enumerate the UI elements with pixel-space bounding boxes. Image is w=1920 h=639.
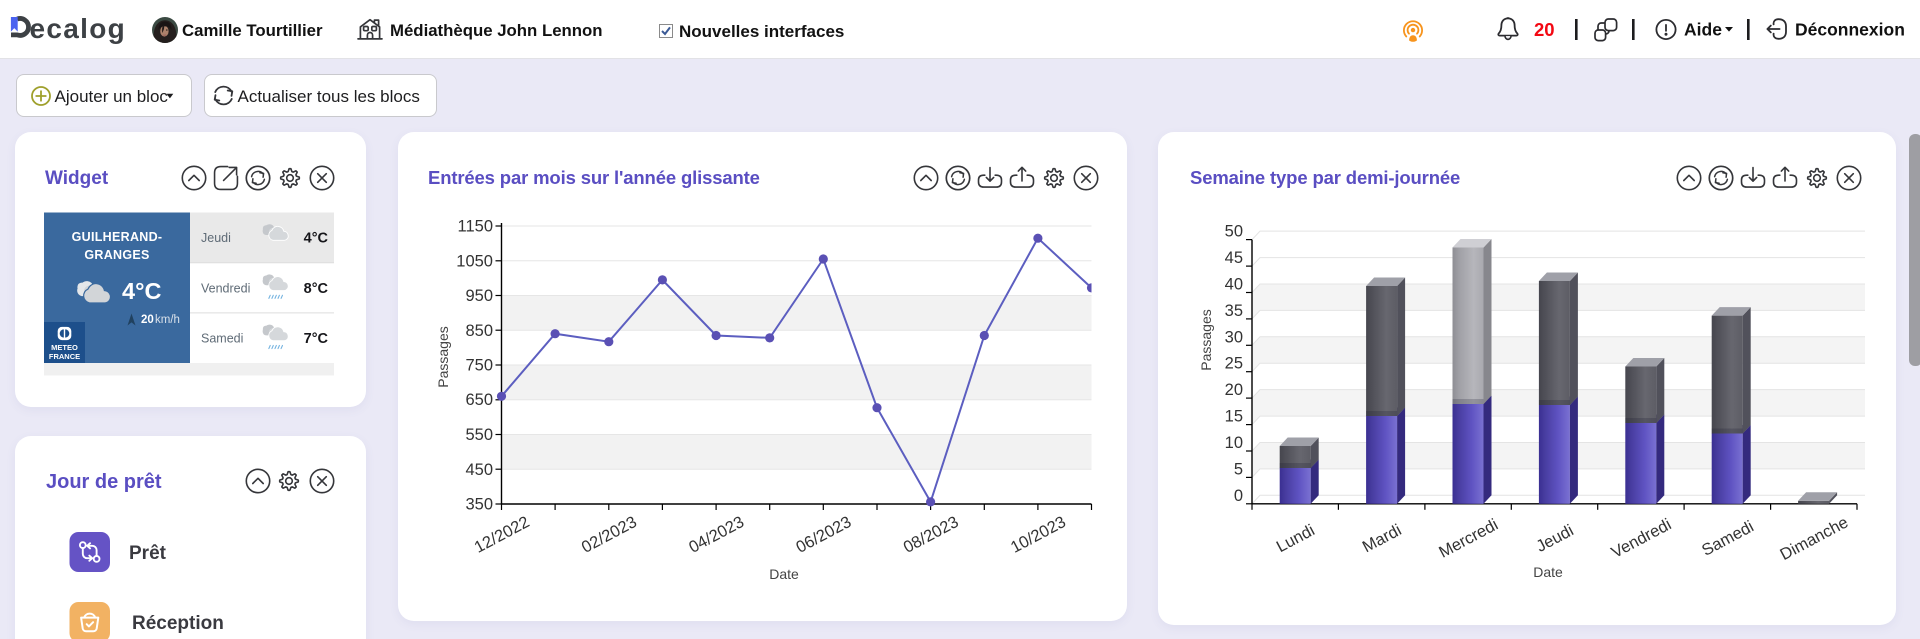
svg-text:950: 950 (465, 287, 493, 305)
svg-text:0: 0 (1234, 487, 1243, 505)
svg-text:Passages: Passages (1198, 309, 1214, 370)
svg-text:Date: Date (1533, 564, 1563, 580)
svg-text:METEO: METEO (51, 343, 78, 352)
svg-text:Actualiser tous les blocs: Actualiser tous les blocs (238, 87, 420, 106)
svg-text:20: 20 (1225, 381, 1243, 399)
svg-text:06/2023: 06/2023 (793, 513, 854, 557)
svg-text:25: 25 (1225, 355, 1243, 373)
svg-text:Mardi: Mardi (1360, 521, 1405, 556)
svg-text:Mercredi: Mercredi (1436, 516, 1501, 562)
svg-text:Ajouter un bloc: Ajouter un bloc (55, 87, 169, 106)
svg-text:Semaine type par demi-journée: Semaine type par demi-journée (1190, 167, 1460, 188)
svg-text:Dimanche: Dimanche (1777, 513, 1851, 564)
svg-text:Déconnexion: Déconnexion (1795, 20, 1905, 40)
svg-text:02/2023: 02/2023 (579, 513, 640, 557)
svg-text:8°C: 8°C (304, 281, 329, 297)
svg-text:ecalog: ecalog (30, 13, 127, 44)
svg-text:GRANGES: GRANGES (84, 248, 149, 262)
svg-text:50: 50 (1225, 223, 1243, 241)
svg-text:GUILHERAND-: GUILHERAND- (72, 230, 163, 244)
svg-text:Lundi: Lundi (1274, 521, 1318, 556)
svg-text:1150: 1150 (458, 218, 493, 236)
svg-text:Passages: Passages (435, 326, 451, 387)
svg-text:08/2023: 08/2023 (901, 513, 962, 557)
svg-text:Jeudi: Jeudi (1533, 521, 1576, 555)
svg-text:Vendredi: Vendredi (1608, 515, 1674, 561)
svg-text:20: 20 (1534, 19, 1555, 40)
svg-text:4°C: 4°C (122, 278, 161, 304)
svg-text:10/2023: 10/2023 (1008, 513, 1069, 557)
svg-text:1050: 1050 (456, 252, 493, 270)
svg-text:10: 10 (1225, 434, 1243, 452)
svg-text:850: 850 (465, 322, 493, 340)
svg-text:20: 20 (141, 314, 154, 326)
svg-text:Aide: Aide (1684, 20, 1722, 40)
svg-text:Jour de prêt: Jour de prêt (46, 471, 162, 493)
svg-text:350: 350 (465, 496, 493, 514)
svg-text:7°C: 7°C (304, 331, 329, 347)
svg-text:12/2022: 12/2022 (471, 513, 532, 557)
svg-text:35: 35 (1225, 302, 1243, 320)
svg-text:Entrées par mois sur l'année g: Entrées par mois sur l'année glissante (428, 167, 760, 188)
svg-text:5: 5 (1234, 460, 1243, 478)
svg-text:40: 40 (1225, 276, 1243, 294)
svg-text:450: 450 (465, 461, 493, 479)
svg-text:Réception: Réception (132, 613, 224, 634)
svg-text:km/h: km/h (155, 314, 180, 326)
svg-text:04/2023: 04/2023 (686, 513, 747, 557)
svg-text:750: 750 (465, 357, 493, 375)
svg-text:45: 45 (1225, 249, 1243, 267)
svg-text:4°C: 4°C (304, 231, 329, 247)
svg-text:30: 30 (1225, 328, 1243, 346)
svg-text:Widget: Widget (45, 168, 109, 189)
svg-text:FRANCE: FRANCE (49, 352, 80, 361)
svg-text:Samedi: Samedi (1699, 518, 1757, 560)
svg-text:550: 550 (465, 426, 493, 444)
svg-text:650: 650 (465, 391, 493, 409)
svg-text:Jeudi: Jeudi (201, 231, 231, 245)
svg-text:Date: Date (769, 566, 799, 582)
svg-text:Samedi: Samedi (201, 332, 243, 346)
svg-text:Vendredi: Vendredi (201, 281, 250, 295)
svg-text:Prêt: Prêt (129, 543, 167, 564)
svg-text:15: 15 (1225, 408, 1243, 426)
